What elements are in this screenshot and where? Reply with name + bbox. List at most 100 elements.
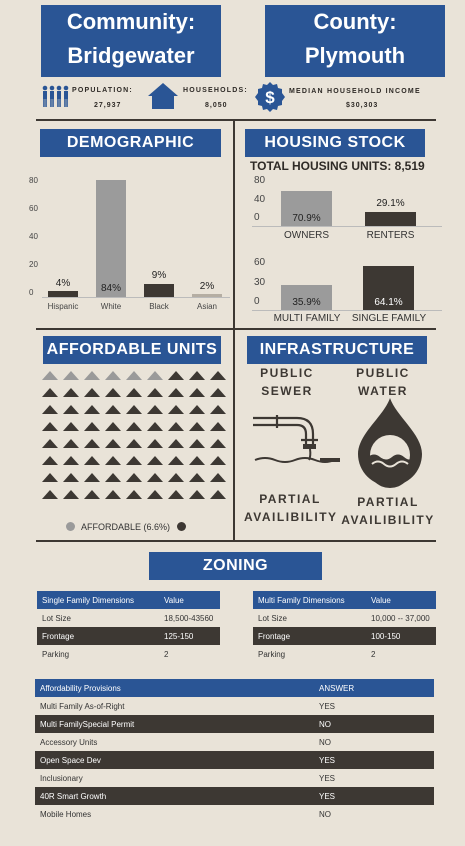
housing-unit-icon [84, 456, 100, 465]
housing-unit-icon [189, 388, 205, 397]
demo-ytick: 40 [29, 232, 38, 241]
table-row: Accessory Units NO [35, 733, 434, 751]
housing-unit-icon [126, 371, 142, 380]
housing-unit-icon [189, 490, 205, 499]
housing-unit-icon [168, 456, 184, 465]
tenure-ytick: 80 [254, 175, 266, 186]
tenure-bar-renters [365, 212, 416, 226]
table-row: Open Space Dev YES [35, 751, 434, 769]
divider-vertical-1 [233, 121, 235, 328]
demo-ytick: 20 [29, 260, 38, 269]
table-row: Mobile Homes NO [35, 805, 434, 823]
housing-unit-icon [42, 371, 58, 380]
population-value: 27,937 [94, 102, 122, 109]
table-cell: NO [319, 737, 331, 747]
housing-unit-icon [63, 456, 79, 465]
demo-ytick: 80 [29, 176, 38, 185]
divider-vertical-2 [233, 330, 235, 540]
housing-unit-icon [210, 456, 226, 465]
housing-unit-icon [210, 490, 226, 499]
sewer-pipe-icon [253, 415, 340, 463]
table-cell: Multi Family Dimensions [253, 591, 366, 609]
housing-unit-icon [105, 405, 121, 414]
housing-unit-icon [105, 456, 121, 465]
table-row: Parking 2 [37, 645, 220, 663]
table-cell: YES [319, 701, 336, 711]
single-family-table: Single Family Dimensions Value Lot Size … [37, 591, 220, 663]
divider-bottom [36, 540, 436, 542]
housing-total: TOTAL HOUSING UNITS: 8,519 [250, 159, 425, 173]
demo-pct-hispanic: 4% [55, 278, 71, 289]
structure-ytick: 60 [254, 257, 266, 268]
table-cell: Single Family Dimensions [37, 591, 159, 609]
demo-pct-asian: 2% [199, 281, 215, 292]
structure-pct-single: 64.1% [374, 297, 403, 308]
housing-unit-icon [84, 439, 100, 448]
housing-unit-icon [63, 422, 79, 431]
table-cell: Accessory Units [40, 737, 98, 747]
housing-unit-icon [42, 388, 58, 397]
structure-cat-single: SINGLE FAMILY [351, 313, 427, 324]
housing-unit-icon [210, 439, 226, 448]
housing-unit-icon [42, 473, 58, 482]
table-cell: 18,500-43560 [164, 613, 214, 623]
table-header: Affordability Provisions ANSWER [35, 679, 434, 697]
housing-unit-icon [168, 490, 184, 499]
structure-ytick: 30 [254, 277, 266, 288]
table-header: Multi Family Dimensions Value [253, 591, 436, 609]
structure-ytick: 0 [254, 296, 260, 307]
water-status: PARTIAL AVAILIBILITY [341, 493, 435, 529]
table-header: Single Family Dimensions Value [37, 591, 220, 609]
table-row: Frontage 100-150 [253, 627, 436, 645]
housing-unit-icon [189, 456, 205, 465]
housing-unit-icon [105, 388, 121, 397]
demo-cat-black: Black [149, 302, 169, 311]
infrastructure-title: INFRASTRUCTURE [247, 336, 427, 364]
table-cell: Value [366, 591, 436, 609]
housing-unit-icon [105, 439, 121, 448]
housing-unit-icon [105, 490, 121, 499]
housing-unit-icon [147, 473, 163, 482]
table-cell: Lot Size [42, 613, 71, 623]
demographic-title: DEMOGRAPHIC [40, 129, 221, 157]
structure-bar-multi [281, 285, 332, 310]
sewer-status-line1: PARTIAL [259, 492, 321, 506]
demo-pct-white: 84% [100, 283, 121, 294]
water-label: PUBLIC WATER [343, 364, 423, 400]
housing-unit-icon [42, 456, 58, 465]
housing-unit-icon [105, 422, 121, 431]
housing-unit-icon [84, 388, 100, 397]
table-cell: Value [159, 591, 220, 609]
housing-unit-icon [147, 456, 163, 465]
community-label: Community: [66, 9, 196, 34]
housing-unit-icon [168, 405, 184, 414]
housing-unit-icon [126, 456, 142, 465]
table-row: Multi FamilySpecial Permit NO [35, 715, 434, 733]
water-label-line1: PUBLIC [356, 366, 410, 380]
tenure-ytick: 40 [254, 194, 266, 205]
table-row: Frontage 125-150 [37, 627, 220, 645]
table-cell: Open Space Dev [35, 751, 314, 769]
housing-unit-icon [42, 439, 58, 448]
table-cell: Affordability Provisions [35, 679, 314, 697]
table-cell: 10,000 -- 37,000 [371, 613, 430, 623]
demo-cat-hispanic: Hispanic [47, 302, 79, 311]
housing-unit-icon [42, 490, 58, 499]
housing-unit-icon [189, 439, 205, 448]
housing-unit-icon [126, 473, 142, 482]
table-cell: ANSWER [314, 679, 434, 697]
housing-unit-icon [42, 422, 58, 431]
table-row: Lot Size 10,000 -- 37,000 [253, 609, 436, 627]
other-legend-dot [177, 522, 186, 531]
sewer-label: PUBLIC SEWER [247, 364, 327, 400]
demo-ytick: 0 [29, 288, 34, 297]
sewer-label-line2: SEWER [261, 384, 313, 398]
housing-unit-icon [63, 473, 79, 482]
housing-unit-icon [105, 371, 121, 380]
table-cell: Frontage [37, 627, 159, 645]
housing-unit-icon [147, 371, 163, 380]
housing-unit-icon [189, 371, 205, 380]
sewer-status-line2: AVAILIBILITY [244, 510, 338, 524]
table-cell: Inclusionary [40, 773, 83, 783]
sewer-label-line1: PUBLIC [260, 366, 314, 380]
